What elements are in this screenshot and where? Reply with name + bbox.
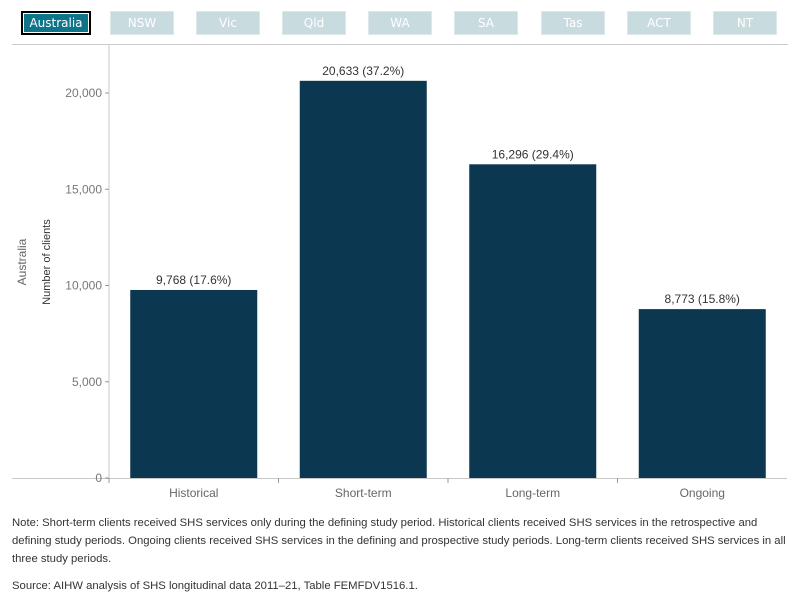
y-tick-label: 5,000 (72, 375, 102, 389)
x-tick-label: Ongoing (680, 486, 725, 500)
divider (12, 44, 788, 45)
bar-long-term (469, 164, 597, 478)
y-tick-label: 0 (95, 471, 102, 485)
y-tick-label: 20,000 (65, 86, 102, 100)
tab-nsw[interactable]: NSW (110, 11, 174, 35)
bar-chart: 0 5,000 10,000 15,000 20,000 Australia Number … (12, 45, 787, 500)
chart-source: Source: AIHW analysis of SHS longitudina… (12, 580, 418, 592)
chart-note: Note: Short-term clients received SHS se… (12, 517, 786, 565)
tab-nt[interactable]: NT (713, 11, 777, 35)
bar-short-term (299, 80, 427, 478)
tab-wa[interactable]: WA (368, 11, 432, 35)
data-label: 8,773 (15.8%) (665, 292, 740, 306)
data-label: 20,633 (37.2%) (322, 64, 404, 78)
y-tick-label: 15,000 (65, 182, 102, 196)
data-label: 9,768 (17.6%) (156, 273, 231, 287)
x-tick-label: Short-term (335, 486, 392, 500)
y-axis-title: Number of clients (41, 219, 53, 305)
data-label: 16,296 (29.4%) (492, 147, 574, 161)
x-tick-label: Historical (169, 486, 218, 500)
tab-sa[interactable]: SA (454, 11, 518, 35)
x-tick-label: Long-term (505, 486, 560, 500)
tab-tas[interactable]: Tas (541, 11, 605, 35)
tab-vic[interactable]: Vic (196, 11, 260, 35)
tab-qld[interactable]: Qld (282, 11, 346, 35)
y-tick-label: 10,000 (65, 279, 102, 293)
row-label: Australia (15, 238, 29, 285)
tab-australia[interactable]: Australia (21, 11, 91, 35)
tab-act[interactable]: ACT (627, 11, 691, 35)
bar-ongoing (638, 309, 766, 478)
bar-historical (130, 289, 258, 478)
